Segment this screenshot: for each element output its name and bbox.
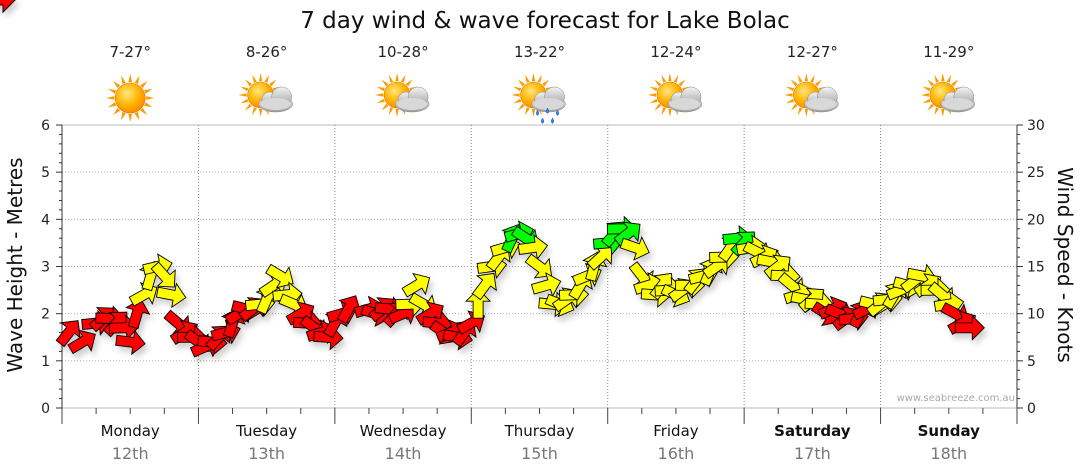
temperature-label: 11-29° [923,43,974,61]
temperature-label: 7-27° [109,43,151,61]
temperature-label: 13-22° [514,43,565,61]
wind-arrow [0,0,16,14]
right-tick-label: 30 [1027,118,1045,134]
left-tick-label: 4 [41,212,50,228]
date-label: 13th [248,444,285,463]
partly-cloudy-icon [784,73,839,117]
date-label: 15th [521,444,558,463]
wind-arrow [524,253,552,279]
rain-drops [536,107,559,124]
date-label: 12th [112,444,149,463]
right-tick-label: 10 [1027,307,1045,323]
wind-arrow [471,272,497,301]
right-tick-label: 15 [1027,260,1045,276]
date-label: 18th [930,444,967,463]
left-tick-label: 2 [41,307,50,323]
wind-arrow [125,298,151,330]
chart-title: 7 day wind & wave forecast for Lake Bola… [300,8,790,34]
left-y-axis: 0 1 2 3 4 5 6 [41,118,63,417]
cloud-shape [804,86,839,113]
wind-arrow [265,263,294,289]
wind-arrow [619,236,650,261]
wind-arrow [155,282,187,309]
day-label: Sunday [918,422,981,440]
temperature-label: 12-24° [650,43,701,61]
left-tick-label: 6 [41,118,50,134]
wind-arrow [954,314,985,341]
partly-cloudy-icon [647,73,703,117]
partly-cloudy-icon [238,73,293,117]
sun-disc [114,82,146,114]
watermark: www.seabreeze.com.au [897,393,1015,404]
wind-arrow [67,329,96,355]
date-label: 16th [658,444,695,463]
day-label: Tuesday [235,422,297,440]
wind-arrow [586,245,613,271]
left-tick-label: 3 [41,260,50,276]
partly-cloudy-icon [375,73,430,117]
cloud-shape [394,86,430,113]
wind-arrow [150,261,176,288]
cloud-shape [667,86,703,113]
date-label: 17th [794,444,831,463]
temperature-label: 8-26° [246,43,288,61]
day-label: Wednesday [360,422,447,440]
x-axis: Monday 12th Tuesday 13th Wednesday 14th Thursd… [61,408,1018,463]
sunny-icon [106,74,155,122]
wind-arrow-series [0,0,985,358]
day-label: Friday [653,422,699,440]
wind-arrow [530,272,562,298]
partly-cloudy-icon [920,73,976,117]
day-label: Thursday [504,422,575,440]
wind-arrow [115,329,146,356]
date-label: 14th [385,444,422,463]
temperature-label: 12-27° [787,43,838,61]
rain-showers-icon [511,73,566,124]
wind-arrow [336,295,362,325]
cloud-shape [531,86,566,113]
left-tick-label: 1 [41,354,50,370]
weather-row: 7-27° 8-26° 10-28° 13-22° 12-24° 12-27° 11-29° [106,43,976,124]
left-tick-label: 5 [41,165,50,181]
sun-rays [106,74,155,122]
temperature-label: 10-28° [378,43,429,61]
wind-arrow [55,320,81,348]
cloud-shape [940,86,976,113]
day-label: Monday [101,422,160,440]
wind-arrow [517,234,549,261]
right-axis-title: Wind Speed - Knots [1053,167,1077,363]
day-label: Saturday [774,422,851,440]
wind-arrow [401,272,431,298]
right-tick-label: 5 [1027,354,1036,370]
cloud-shape [258,86,293,113]
right-tick-label: 0 [1027,401,1036,417]
right-tick-label: 20 [1027,212,1045,228]
right-tick-label: 25 [1027,165,1045,181]
left-tick-label: 0 [41,401,50,417]
right-y-axis: 0 5 10 15 20 25 30 [1016,118,1045,417]
left-axis-title: Wave Height - Metres [3,157,27,372]
